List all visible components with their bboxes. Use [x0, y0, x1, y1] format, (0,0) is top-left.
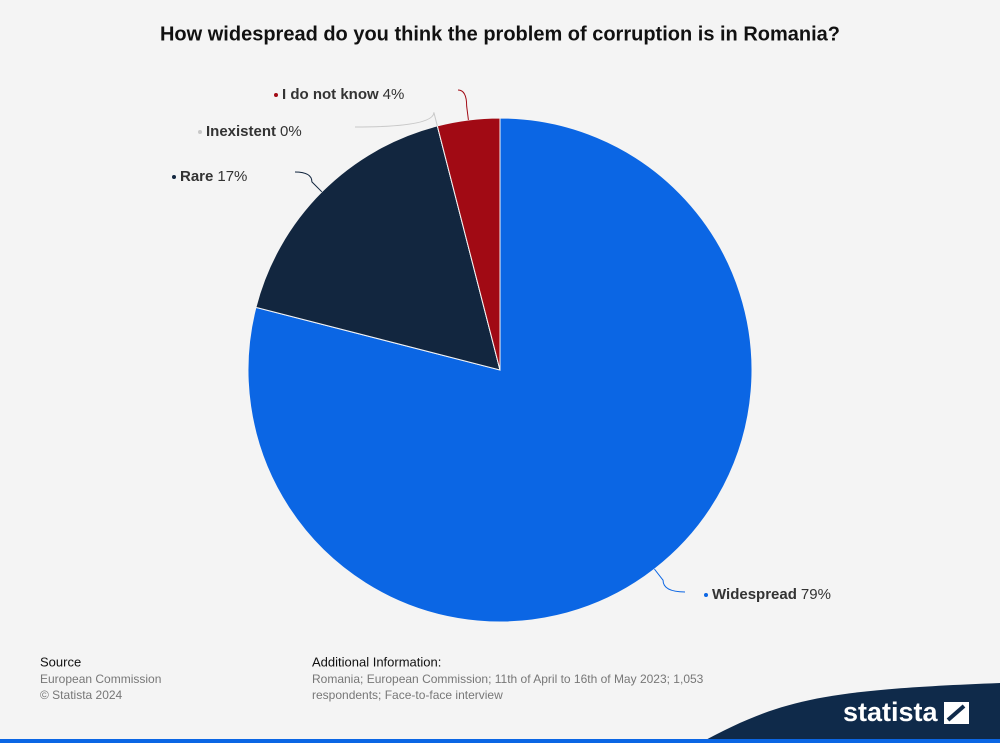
leader-line [354, 112, 438, 128]
data-label: I do not know 4% [282, 86, 404, 103]
label-value: 4% [383, 86, 405, 103]
pie-slice [255, 125, 501, 371]
info-heading: Additional Information: [312, 654, 441, 669]
bottom-bar [0, 739, 1000, 743]
pie [247, 117, 753, 623]
label-value: 79% [801, 586, 831, 603]
legend-dot [172, 175, 176, 179]
label-name: Widespread [712, 586, 797, 603]
logo-icon-mark [946, 704, 966, 722]
leader-line [654, 568, 686, 593]
label-name: Inexistent [206, 123, 276, 140]
data-label: Rare 17% [180, 168, 247, 185]
legend-dot [704, 593, 708, 597]
legend-dot [274, 93, 278, 97]
label-value: 17% [217, 168, 247, 185]
leader-line [457, 89, 469, 121]
label-name: Rare [180, 168, 213, 185]
info-line: Romania; European Commission; 11th of Ap… [312, 672, 704, 686]
copyright: © Statista 2024 [40, 688, 123, 702]
info-line: respondents; Face-to-face interview [312, 688, 503, 702]
label-value: 0% [280, 123, 302, 140]
logo-text: statista [843, 697, 939, 727]
data-label: Inexistent 0% [206, 123, 302, 140]
leader-line [294, 171, 323, 193]
chart-title: How widespread do you think the problem … [160, 23, 840, 45]
legend-dot [198, 130, 202, 134]
data-label: Widespread 79% [712, 586, 831, 603]
label-name: I do not know [282, 86, 379, 103]
labels: Widespread 79% Rare 17% Inexistent 0% I do not… [172, 86, 831, 603]
source-heading: Source [40, 654, 81, 669]
logo-band [700, 683, 1000, 743]
source: European Commission [40, 672, 161, 686]
